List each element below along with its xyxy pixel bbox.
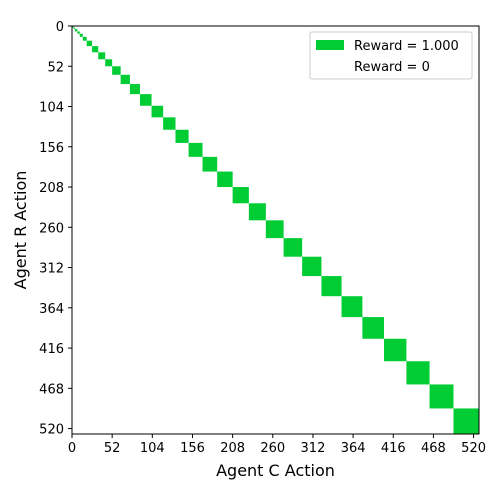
reward-block-12 <box>129 84 140 95</box>
x-tick-label: 416 <box>381 441 406 456</box>
x-tick-label: 52 <box>104 441 121 456</box>
x-tick-label: 208 <box>220 441 245 456</box>
y-tick-label: 104 <box>39 101 64 116</box>
reward-block-23 <box>283 238 303 257</box>
y-tick-label: 156 <box>39 141 64 156</box>
y-tick-label: 0 <box>56 20 64 35</box>
reward-block-30 <box>429 384 454 409</box>
reward-block-22 <box>265 220 284 239</box>
reward-block-13 <box>139 94 152 106</box>
x-tick-label: 104 <box>140 441 165 456</box>
reward-block-4 <box>79 33 83 37</box>
plot-frame <box>71 25 480 435</box>
reward-block-31 <box>453 408 479 434</box>
y-tick-label: 312 <box>39 262 64 277</box>
reward-block-20 <box>232 187 249 204</box>
reward-block-24 <box>302 256 322 277</box>
diagonal-blocks-group <box>72 26 479 434</box>
reward-block-18 <box>202 156 218 172</box>
reward-block-7 <box>92 46 99 53</box>
reward-block-27 <box>362 317 385 339</box>
reward-block-25 <box>321 276 342 297</box>
x-tick-label: 520 <box>461 441 486 456</box>
reward-block-14 <box>151 105 164 118</box>
reward-block-0 <box>72 26 74 28</box>
y-tick-label: 520 <box>39 423 64 438</box>
reward-block-19 <box>217 171 233 188</box>
x-tick-label: 156 <box>180 441 205 456</box>
reward-block-11 <box>120 74 130 85</box>
y-tick-label: 260 <box>39 221 64 236</box>
reward-block-21 <box>248 203 266 221</box>
reward-block-8 <box>98 52 106 60</box>
x-tick-label: 0 <box>68 441 76 456</box>
legend: Reward = 1.000 Reward = 0 <box>309 31 473 80</box>
reward-block-28 <box>384 338 407 362</box>
reward-block-5 <box>82 36 87 41</box>
reward-block-17 <box>188 142 203 157</box>
y-tick-label: 208 <box>39 181 64 196</box>
reward-block-15 <box>163 117 176 130</box>
legend-label-reward-0: Reward = 0 <box>354 60 430 75</box>
x-axis-label: Agent C Action <box>216 461 335 480</box>
reward-block-1 <box>73 27 76 30</box>
x-tick-label: 468 <box>421 441 446 456</box>
y-tick-label: 416 <box>39 342 64 357</box>
y-tick-label: 364 <box>39 302 64 317</box>
x-tick-label: 364 <box>341 441 366 456</box>
legend-swatch-reward-1 <box>316 40 344 50</box>
reward-block-10 <box>112 66 121 75</box>
x-tick-label: 260 <box>260 441 285 456</box>
reward-block-29 <box>406 361 430 385</box>
y-axis-label: Agent R Action <box>11 171 30 290</box>
x-tick-label: 312 <box>301 441 326 456</box>
reward-block-2 <box>75 29 78 32</box>
legend-label-reward-1: Reward = 1.000 <box>354 39 459 54</box>
y-axis-ticks: 0 52 104 156 208 260 312 364 416 468 520 <box>39 20 72 438</box>
reward-block-16 <box>175 129 189 143</box>
y-tick-label: 52 <box>47 60 64 75</box>
reward-block-26 <box>341 296 363 318</box>
legend-swatch-reward-0 <box>316 61 344 71</box>
x-axis-ticks: 0 52 104 156 208 260 312 364 416 468 520 <box>68 434 486 456</box>
reward-block-9 <box>105 59 113 67</box>
reward-block-3 <box>77 31 80 34</box>
y-tick-label: 468 <box>39 382 64 397</box>
legend-box <box>309 31 473 80</box>
reward-block-6 <box>86 40 93 47</box>
